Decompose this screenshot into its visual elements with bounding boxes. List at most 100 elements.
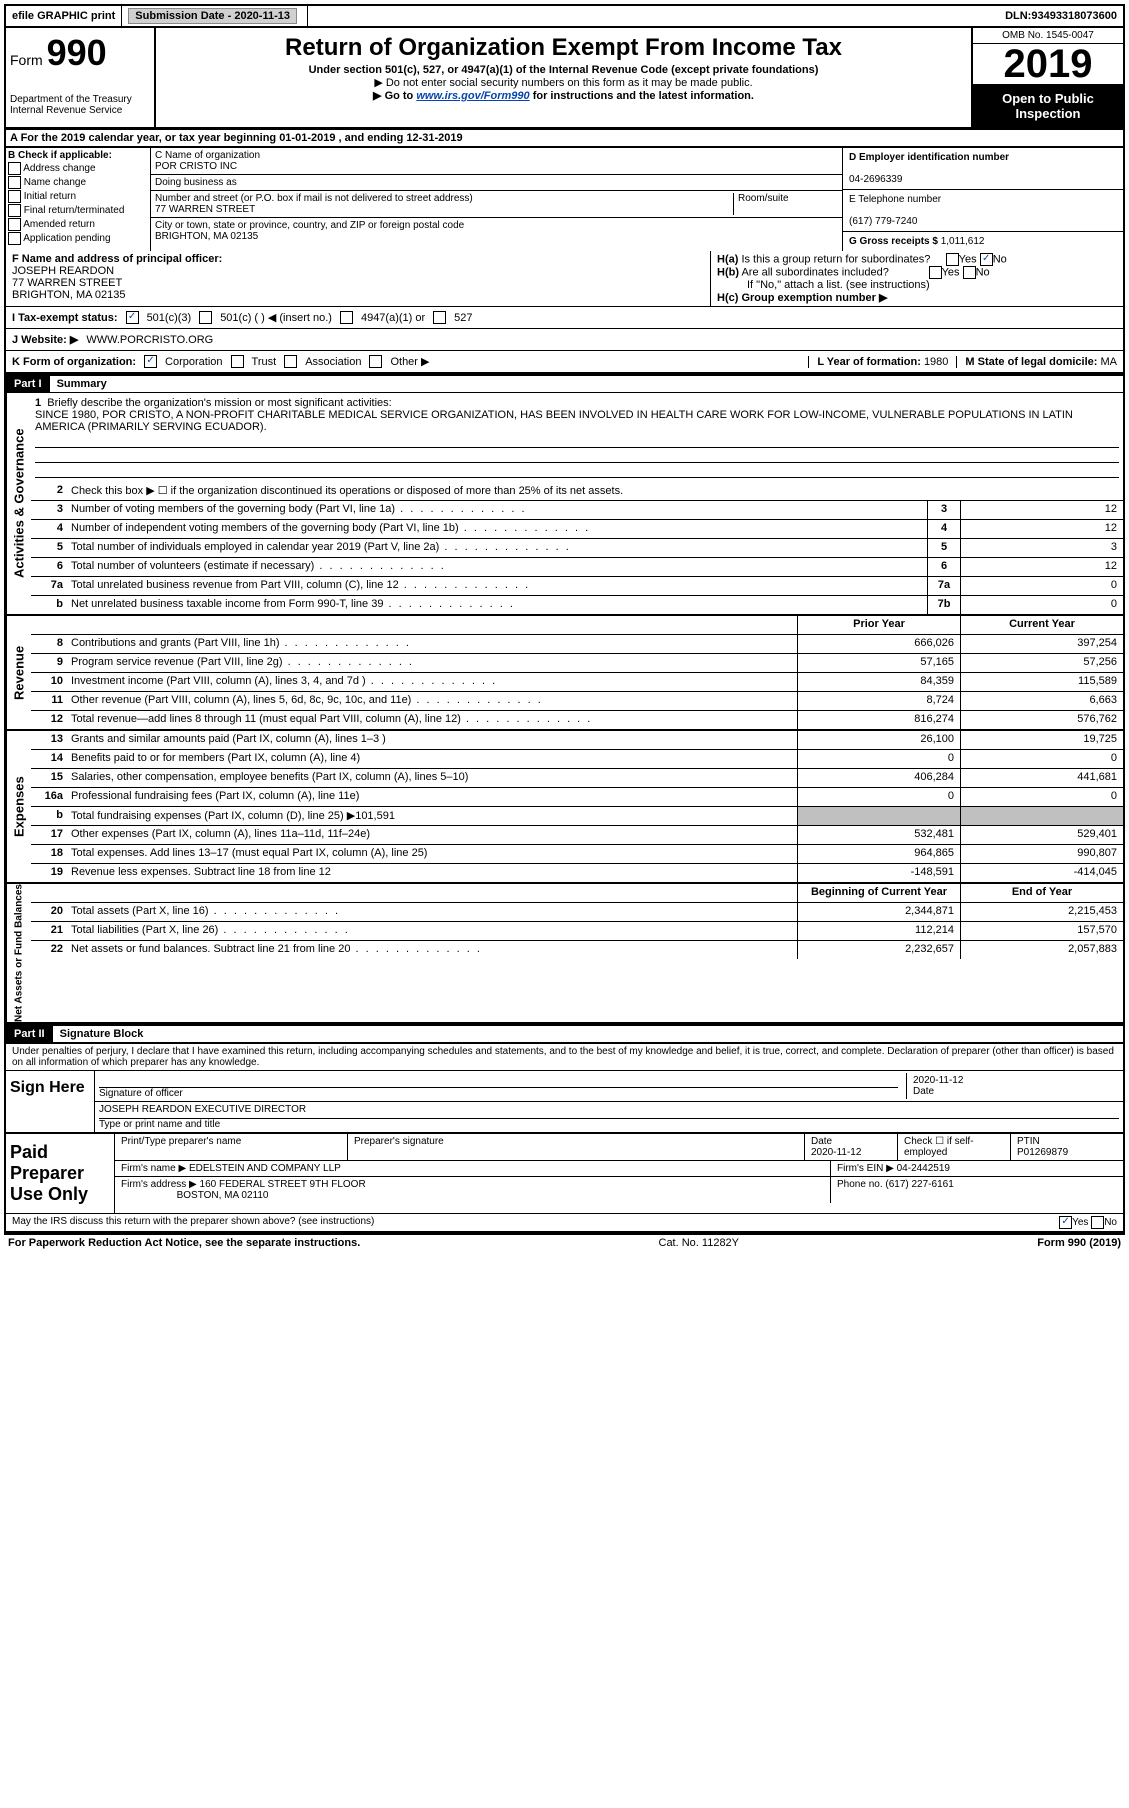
chk-trust[interactable] bbox=[231, 355, 244, 368]
org-name: POR CRISTO INC bbox=[155, 161, 237, 172]
website-url: WWW.PORCRISTO.ORG bbox=[86, 334, 213, 346]
line-b: b Total fundraising expenses (Part IX, c… bbox=[31, 807, 1123, 826]
part2-label: Part II bbox=[6, 1026, 53, 1042]
officer-typed: JOSEPH REARDON EXECUTIVE DIRECTOR bbox=[99, 1104, 306, 1115]
open-public: Open to Public Inspection bbox=[973, 85, 1123, 127]
chk-4947[interactable] bbox=[340, 311, 353, 324]
chk-501c[interactable] bbox=[199, 311, 212, 324]
firm-addr2: BOSTON, MA 02110 bbox=[177, 1190, 269, 1201]
activities-section: Activities & Governance 1 Briefly descri… bbox=[4, 393, 1125, 616]
revenue-hdr: Prior Year Current Year bbox=[31, 616, 1123, 635]
col-cd: C Name of organization POR CRISTO INC Do… bbox=[151, 148, 842, 251]
chk-corp[interactable]: ✓ bbox=[144, 355, 157, 368]
form-header: Form 990 Department of the Treasury Inte… bbox=[4, 28, 1125, 129]
revenue-section: Revenue Prior Year Current Year 8 Contri… bbox=[4, 616, 1125, 731]
room-suite: Room/suite bbox=[733, 193, 838, 215]
header-right: OMB No. 1545-0047 2019 Open to Public In… bbox=[971, 28, 1123, 127]
org-name-row: C Name of organization POR CRISTO INC bbox=[151, 148, 842, 175]
part1-header: Part I Summary bbox=[4, 374, 1125, 393]
year-formation: 1980 bbox=[924, 356, 948, 368]
firm-phone: (617) 227-6161 bbox=[885, 1179, 953, 1190]
info-grid: B Check if applicable: Address change Na… bbox=[4, 148, 1125, 251]
chk-assoc[interactable] bbox=[284, 355, 297, 368]
part1-label: Part I bbox=[6, 376, 50, 392]
dept-treasury: Department of the Treasury bbox=[10, 94, 150, 105]
line-10: 10 Investment income (Part VIII, column … bbox=[31, 673, 1123, 692]
perjury-decl: Under penalties of perjury, I declare th… bbox=[6, 1044, 1123, 1070]
line-11: 11 Other revenue (Part VIII, column (A),… bbox=[31, 692, 1123, 711]
chk-name[interactable]: Name change bbox=[8, 176, 148, 189]
section-a: A For the 2019 calendar year, or tax yea… bbox=[4, 129, 1125, 148]
city-row: City or town, state or province, country… bbox=[151, 218, 842, 244]
paid-prep-label: Paid Preparer Use Only bbox=[6, 1134, 115, 1213]
line-b: b Net unrelated business taxable income … bbox=[31, 596, 1123, 614]
line-16a: 16a Professional fundraising fees (Part … bbox=[31, 788, 1123, 807]
website-row: J Website: ▶ WWW.PORCRISTO.ORG bbox=[4, 329, 1125, 351]
chk-pending[interactable]: Application pending bbox=[8, 232, 148, 245]
row-fh: F Name and address of principal officer:… bbox=[4, 251, 1125, 307]
line-2: 2 Check this box ▶ ☐ if the organization… bbox=[31, 482, 1123, 501]
tax-exempt-row: I Tax-exempt status: ✓ 501(c)(3) 501(c) … bbox=[4, 307, 1125, 329]
vtab-netassets: Net Assets or Fund Balances bbox=[6, 884, 31, 1022]
firm-ein: 04-2442519 bbox=[897, 1163, 950, 1174]
chk-final[interactable]: Final return/terminated bbox=[8, 204, 148, 217]
street: 77 WARREN STREET bbox=[155, 204, 255, 215]
header-left: Form 990 Department of the Treasury Inte… bbox=[6, 28, 156, 127]
vtab-activities: Activities & Governance bbox=[6, 393, 31, 614]
line-18: 18 Total expenses. Add lines 13–17 (must… bbox=[31, 845, 1123, 864]
form-title: Return of Organization Exempt From Incom… bbox=[164, 34, 963, 62]
header-mid: Return of Organization Exempt From Incom… bbox=[156, 28, 971, 127]
chk-initial[interactable]: Initial return bbox=[8, 190, 148, 203]
dln-cell: DLN: 93493318073600 bbox=[999, 6, 1123, 26]
subtitle-3: ▶ Go to www.irs.gov/Form990 for instruct… bbox=[164, 89, 963, 102]
line-12: 12 Total revenue—add lines 8 through 11 … bbox=[31, 711, 1123, 729]
sign-here-label: Sign Here bbox=[6, 1071, 95, 1132]
form-label: Form bbox=[10, 52, 43, 68]
chk-527[interactable] bbox=[433, 311, 446, 324]
col-eg: D Employer identification number 04-2696… bbox=[842, 148, 1123, 251]
line-22: 22 Net assets or fund balances. Subtract… bbox=[31, 941, 1123, 959]
chk-discuss-yes[interactable]: ✓ bbox=[1059, 1216, 1072, 1229]
mission-text: SINCE 1980, POR CRISTO, A NON-PROFIT CHA… bbox=[35, 409, 1073, 433]
k-row: K Form of organization: ✓ Corporation Tr… bbox=[4, 351, 1125, 374]
line-8: 8 Contributions and grants (Part VIII, l… bbox=[31, 635, 1123, 654]
subtitle-2: ▶ Do not enter social security numbers o… bbox=[164, 76, 963, 89]
footer: For Paperwork Reduction Act Notice, see … bbox=[4, 1234, 1125, 1251]
submission-cell: Submission Date - 2020-11-13 bbox=[122, 6, 308, 26]
col-b: B Check if applicable: Address change Na… bbox=[6, 148, 151, 251]
line-6: 6 Total number of volunteers (estimate i… bbox=[31, 558, 1123, 577]
state-domicile: MA bbox=[1101, 356, 1118, 368]
phone: (617) 779-7240 bbox=[849, 216, 917, 227]
paid-preparer-row: Paid Preparer Use Only Print/Type prepar… bbox=[6, 1132, 1123, 1213]
discuss-row: May the IRS discuss this return with the… bbox=[6, 1213, 1123, 1232]
ein: 04-2696339 bbox=[849, 174, 902, 185]
gross-cell: G Gross receipts $ 1,011,612 bbox=[843, 232, 1123, 251]
vtab-revenue: Revenue bbox=[6, 616, 31, 729]
line-9: 9 Program service revenue (Part VIII, li… bbox=[31, 654, 1123, 673]
firm-name: EDELSTEIN AND COMPANY LLP bbox=[189, 1163, 341, 1174]
line-7a: 7a Total unrelated business revenue from… bbox=[31, 577, 1123, 596]
city: BRIGHTON, MA 02135 bbox=[155, 231, 258, 242]
phone-cell: E Telephone number (617) 779-7240 bbox=[843, 190, 1123, 232]
top-bar: efile GRAPHIC print Submission Date - 20… bbox=[4, 4, 1125, 28]
ein-cell: D Employer identification number 04-2696… bbox=[843, 148, 1123, 190]
dept-irs: Internal Revenue Service bbox=[10, 105, 150, 116]
part1-title: Summary bbox=[53, 376, 111, 392]
vtab-expenses: Expenses bbox=[6, 731, 31, 882]
ptin: P01269879 bbox=[1017, 1147, 1068, 1158]
chk-other[interactable] bbox=[369, 355, 382, 368]
col-b-title: B Check if applicable: bbox=[8, 150, 112, 161]
submission-btn[interactable]: Submission Date - 2020-11-13 bbox=[128, 8, 297, 24]
footer-left: For Paperwork Reduction Act Notice, see … bbox=[8, 1237, 360, 1249]
chk-discuss-no[interactable] bbox=[1091, 1216, 1104, 1229]
footer-mid: Cat. No. 11282Y bbox=[659, 1237, 740, 1249]
line-15: 15 Salaries, other compensation, employe… bbox=[31, 769, 1123, 788]
chk-amended[interactable]: Amended return bbox=[8, 218, 148, 231]
efile-label: efile GRAPHIC print bbox=[6, 6, 122, 26]
chk-address[interactable]: Address change bbox=[8, 162, 148, 175]
dba-row: Doing business as bbox=[151, 175, 842, 191]
officer-cell: F Name and address of principal officer:… bbox=[6, 251, 710, 306]
chk-501c3[interactable]: ✓ bbox=[126, 311, 139, 324]
netassets-section: Net Assets or Fund Balances Beginning of… bbox=[4, 884, 1125, 1024]
irs-link[interactable]: www.irs.gov/Form990 bbox=[416, 90, 529, 102]
